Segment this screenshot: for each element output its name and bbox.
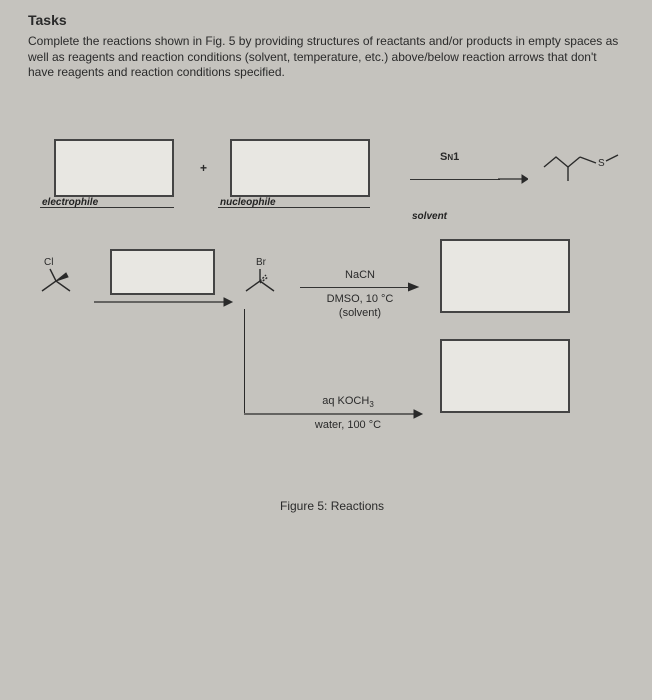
sn1-1: 1	[453, 151, 459, 163]
electrophile-box[interactable]	[54, 139, 174, 197]
row2-condition-box[interactable]	[110, 249, 215, 295]
row3-connector-vert	[244, 309, 245, 413]
row2-product-box[interactable]	[440, 239, 570, 313]
page-title: Tasks	[28, 12, 624, 28]
row2-br-structure: Br	[236, 255, 296, 309]
nucleophile-label: nucleophile	[220, 197, 276, 208]
figure-area: electrophile + nucleophile solvent SN1 S…	[0, 109, 652, 669]
row3-product-box[interactable]	[440, 339, 570, 413]
br-atom-label: Br	[256, 257, 267, 268]
instructions-text: Complete the reactions shown in Fig. 5 b…	[28, 34, 624, 81]
row2-reagent-bot: (solvent)	[300, 307, 420, 319]
cl-atom-label: Cl	[44, 257, 53, 268]
row1-product-structure: S	[540, 145, 628, 193]
electrophile-label: electrophile	[42, 197, 98, 208]
row2-cond-line	[300, 287, 412, 288]
sn1-label: SN1	[440, 151, 459, 163]
row2-reactant-cl: Cl	[30, 255, 100, 305]
solvent-underline	[410, 179, 500, 180]
row2-arrow-1	[94, 295, 234, 309]
row1-arrow	[498, 173, 528, 185]
row2-arrow-2	[408, 281, 424, 293]
solvent-label: solvent	[412, 211, 447, 222]
row3-reagent-bot: water, 100 °C	[288, 419, 408, 431]
row1-product-s-atom: S	[598, 158, 605, 169]
row3-reagent-top-text: aq KOCH	[322, 395, 369, 407]
figure-caption: Figure 5: Reactions	[280, 499, 384, 513]
row2-reagent-mid: DMSO, 10 °C	[300, 293, 420, 305]
nucleophile-box[interactable]	[230, 139, 370, 197]
row2-reagent-top: NaCN	[310, 269, 410, 281]
plus-sign: +	[200, 161, 207, 175]
